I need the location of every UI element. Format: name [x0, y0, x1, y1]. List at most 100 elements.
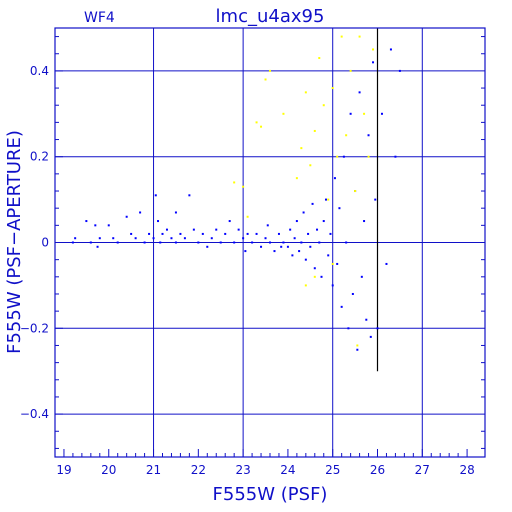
- scatter-point: [365, 318, 368, 321]
- scatter-point: [311, 202, 314, 205]
- scatter-point: [342, 155, 345, 158]
- x-tick-label: 21: [146, 463, 161, 477]
- scatter-point: [286, 245, 289, 248]
- scatter-point: [255, 232, 258, 235]
- scatter-point: [327, 254, 330, 257]
- scatter-point: [313, 275, 316, 278]
- scatter-point: [282, 241, 285, 244]
- scatter-point: [347, 327, 350, 330]
- scatter-point: [320, 275, 323, 278]
- scatter-point: [237, 228, 240, 231]
- scatter-point: [307, 232, 310, 235]
- scatter-point: [244, 250, 247, 253]
- y-tick-label: −0.4: [20, 407, 49, 421]
- scatter-point: [302, 211, 305, 214]
- scatter-point: [242, 185, 245, 188]
- scatter-point: [349, 69, 352, 72]
- scatter-point: [336, 155, 339, 158]
- scatter-point: [242, 237, 245, 240]
- scatter-point: [376, 327, 379, 330]
- scatter-point: [336, 262, 339, 265]
- scatter-point: [324, 198, 327, 201]
- scatter-point: [94, 224, 97, 227]
- scatter-point: [89, 241, 92, 244]
- scatter-point: [197, 241, 200, 244]
- scatter-point: [313, 129, 316, 132]
- scatter-point: [345, 134, 348, 137]
- scatter-point: [269, 69, 271, 72]
- scatter-point: [228, 220, 231, 223]
- scatter-point: [85, 220, 88, 223]
- scatter-point: [188, 194, 191, 197]
- scatter-point: [98, 237, 101, 240]
- scatter-point: [282, 112, 285, 115]
- scatter-point: [165, 228, 168, 231]
- scatter-point: [385, 262, 388, 265]
- scatter-point: [331, 87, 334, 90]
- scatter-point: [331, 284, 334, 287]
- tick-labels: 19 20 21 22 23 24 25 26 27 28 −0.4 −0.2 0 0.2 0.4: [20, 64, 475, 477]
- scatter-point: [340, 35, 343, 38]
- scatter-point: [351, 292, 354, 295]
- scatter-point: [367, 134, 370, 137]
- scatter-point: [398, 69, 401, 72]
- x-axis-label: F555W (PSF): [213, 484, 328, 505]
- scatter-point: [154, 194, 157, 197]
- scatter-point: [293, 237, 296, 240]
- scatter-point: [295, 220, 298, 223]
- scatter-point: [358, 35, 361, 38]
- scatter-point: [183, 237, 186, 240]
- x-tick-label: 23: [235, 463, 250, 477]
- x-tick-label: 26: [370, 463, 385, 477]
- scatter-point: [215, 228, 218, 231]
- scatter-point: [246, 232, 249, 235]
- data-series: [71, 35, 401, 351]
- scatter-point: [333, 177, 336, 180]
- scatter-point: [143, 241, 146, 244]
- scatter-point: [148, 232, 151, 235]
- scatter-point: [309, 245, 312, 248]
- series-primary: [71, 48, 401, 351]
- scatter-point: [74, 237, 77, 240]
- x-tick-label: 24: [280, 463, 295, 477]
- scatter-point: [264, 78, 267, 81]
- scatter-point: [260, 245, 263, 248]
- scatter-point: [329, 232, 332, 235]
- scatter-point: [130, 232, 133, 235]
- series-secondary: [233, 35, 375, 347]
- scatter-point: [309, 164, 312, 167]
- scatter-point: [298, 250, 301, 253]
- scatter-point: [349, 112, 352, 115]
- scatter-point: [345, 241, 348, 244]
- scatter-point: [192, 228, 195, 231]
- scatter-point: [380, 112, 383, 115]
- scatter-point: [71, 241, 74, 244]
- scatter-point: [206, 245, 209, 248]
- scatter-point: [372, 61, 375, 64]
- scatter-point: [295, 177, 298, 180]
- scatter-point: [280, 245, 283, 248]
- y-tick-label: 0.2: [30, 150, 49, 164]
- scatter-point: [255, 121, 258, 124]
- scatter-point: [219, 241, 222, 244]
- scatter-point: [107, 224, 110, 227]
- scatter-point: [327, 198, 330, 201]
- panel-label: WF4: [84, 10, 115, 26]
- scatter-point: [251, 241, 254, 244]
- scatter-point: [246, 215, 249, 218]
- scatter-point: [340, 305, 343, 308]
- scatter-point: [331, 262, 334, 265]
- axis-ticks: [55, 36, 485, 457]
- scatter-point: [304, 91, 307, 94]
- scatter-point: [210, 237, 213, 240]
- scatter-point: [179, 232, 182, 235]
- scatter-point: [139, 211, 142, 214]
- scatter-point: [304, 284, 307, 287]
- scatter-point: [152, 237, 155, 240]
- y-axis-label: F555W (PSF−APERTURE): [4, 130, 25, 354]
- scatter-point: [224, 232, 227, 235]
- scatter-point: [174, 241, 177, 244]
- scatter-point: [300, 147, 303, 150]
- scatter-point: [316, 228, 319, 231]
